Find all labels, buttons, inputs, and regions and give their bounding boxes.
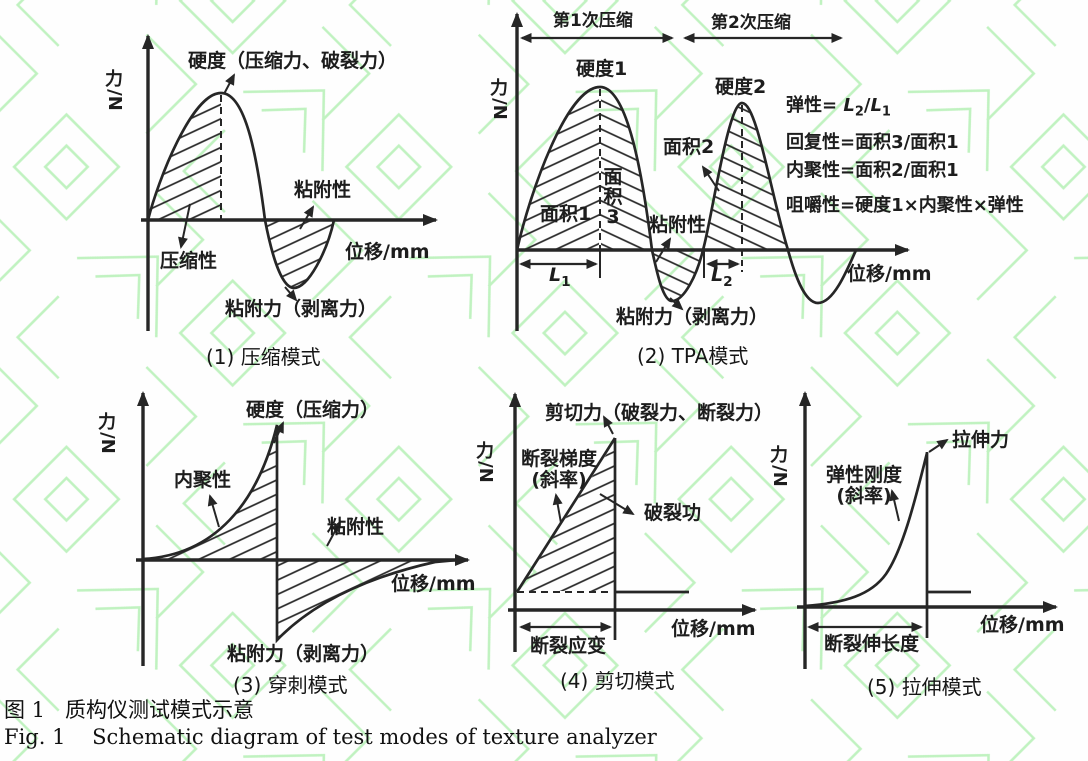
p2-l1-label: L1 — [549, 264, 571, 290]
p5-displacement-axis-label: 位移/mm — [980, 614, 1065, 636]
p2-area1-label: 面积1 — [540, 203, 592, 225]
force-unit-rotated: /N — [104, 89, 125, 111]
formula-resilience: 回复性=面积3/面积1 — [786, 132, 959, 153]
p4-fracture-strain-label: 断裂应变 — [530, 635, 607, 657]
compression-plot — [141, 34, 438, 331]
p2-l2-label: L2 — [711, 264, 733, 290]
p2-hardness1-label: 硬度1 — [576, 58, 628, 80]
p1-compressibility-label: 压缩性 — [160, 250, 218, 272]
p3-displacement-axis-label: 位移/mm — [391, 573, 476, 595]
force-unit-rotated: /N — [475, 461, 496, 483]
p5-force-axis-label: 力 /N — [764, 447, 794, 487]
p2-adhesive-force-label: 粘附力（剥离力） — [616, 306, 769, 328]
formula-cohesiveness: 内聚性=面积2/面积1 — [786, 160, 959, 181]
p4-fracture-gradient-label: 断裂梯度 (斜率) — [520, 448, 597, 492]
p4-force-axis-label: 力 /N — [470, 443, 500, 483]
p2-hardness2-label: 硬度2 — [715, 76, 767, 98]
p5-caption: (5) 拉伸模式 — [867, 675, 982, 699]
p1-force-axis-label: 力 /N — [99, 71, 129, 111]
p5-tensile-force-label: 拉伸力 — [952, 429, 1010, 451]
p3-adhesive-force-label: 粘附力（剥离力） — [227, 643, 380, 665]
p1-hardness-label: 硬度（压缩力、破裂力） — [188, 50, 398, 72]
p4-rupture-work-label: 破裂功 — [644, 502, 702, 524]
p5-elastic-stiffness-label: 弹性刚度 (斜率) — [825, 464, 902, 508]
p3-adhesiveness-label: 粘附性 — [327, 516, 385, 538]
p3-cohesiveness-label: 内聚性 — [174, 469, 232, 491]
p2-second-compression-label: 第2次压缩 — [711, 13, 791, 33]
shear-plot — [508, 392, 757, 652]
p2-area2-label: 面积2 — [663, 136, 715, 158]
puncture-plot — [136, 391, 470, 666]
p4-caption: (4) 剪切模式 — [560, 669, 675, 693]
formula-chewiness: 咀嚼性=硬度1×内聚性×弹性 — [786, 195, 1024, 216]
force-unit-rotated: /N — [97, 432, 118, 454]
p2-area3-label: 面积3 — [603, 166, 623, 228]
p3-hardness-label: 硬度（压缩力） — [246, 399, 380, 421]
formula-elasticity: 弹性= L2/L1 — [786, 95, 891, 120]
p1-displacement-axis-label: 位移/mm — [345, 241, 430, 263]
p2-first-compression-label: 第1次压缩 — [553, 11, 633, 31]
p2-force-axis-label: 力 /N — [484, 80, 514, 120]
p1-caption: (1) 压缩模式 — [206, 345, 321, 369]
p1-adhesive-force-label: 粘附力（剥离力） — [225, 298, 378, 320]
p5-elongation-label: 断裂伸长度 — [824, 633, 920, 655]
force-unit-rotated: /N — [489, 98, 510, 120]
p4-displacement-axis-label: 位移/mm — [671, 618, 756, 640]
p4-shear-force-label: 剪切力（破裂力、断裂力） — [545, 402, 774, 424]
p1-adhesiveness-label: 粘附性 — [294, 179, 352, 201]
p2-displacement-axis-label: 位移/mm — [847, 263, 932, 285]
figure-caption-zh: 图 1 质构仪测试模式示意 — [4, 698, 255, 722]
p3-force-axis-label: 力 /N — [92, 414, 122, 454]
p2-adhesiveness-label: 粘附性 — [649, 214, 707, 236]
p2-caption: (2) TPA模式 — [637, 344, 749, 368]
figure-caption-en: Fig. 1 Schematic diagram of test modes o… — [4, 725, 657, 749]
force-unit-rotated: /N — [769, 465, 790, 487]
